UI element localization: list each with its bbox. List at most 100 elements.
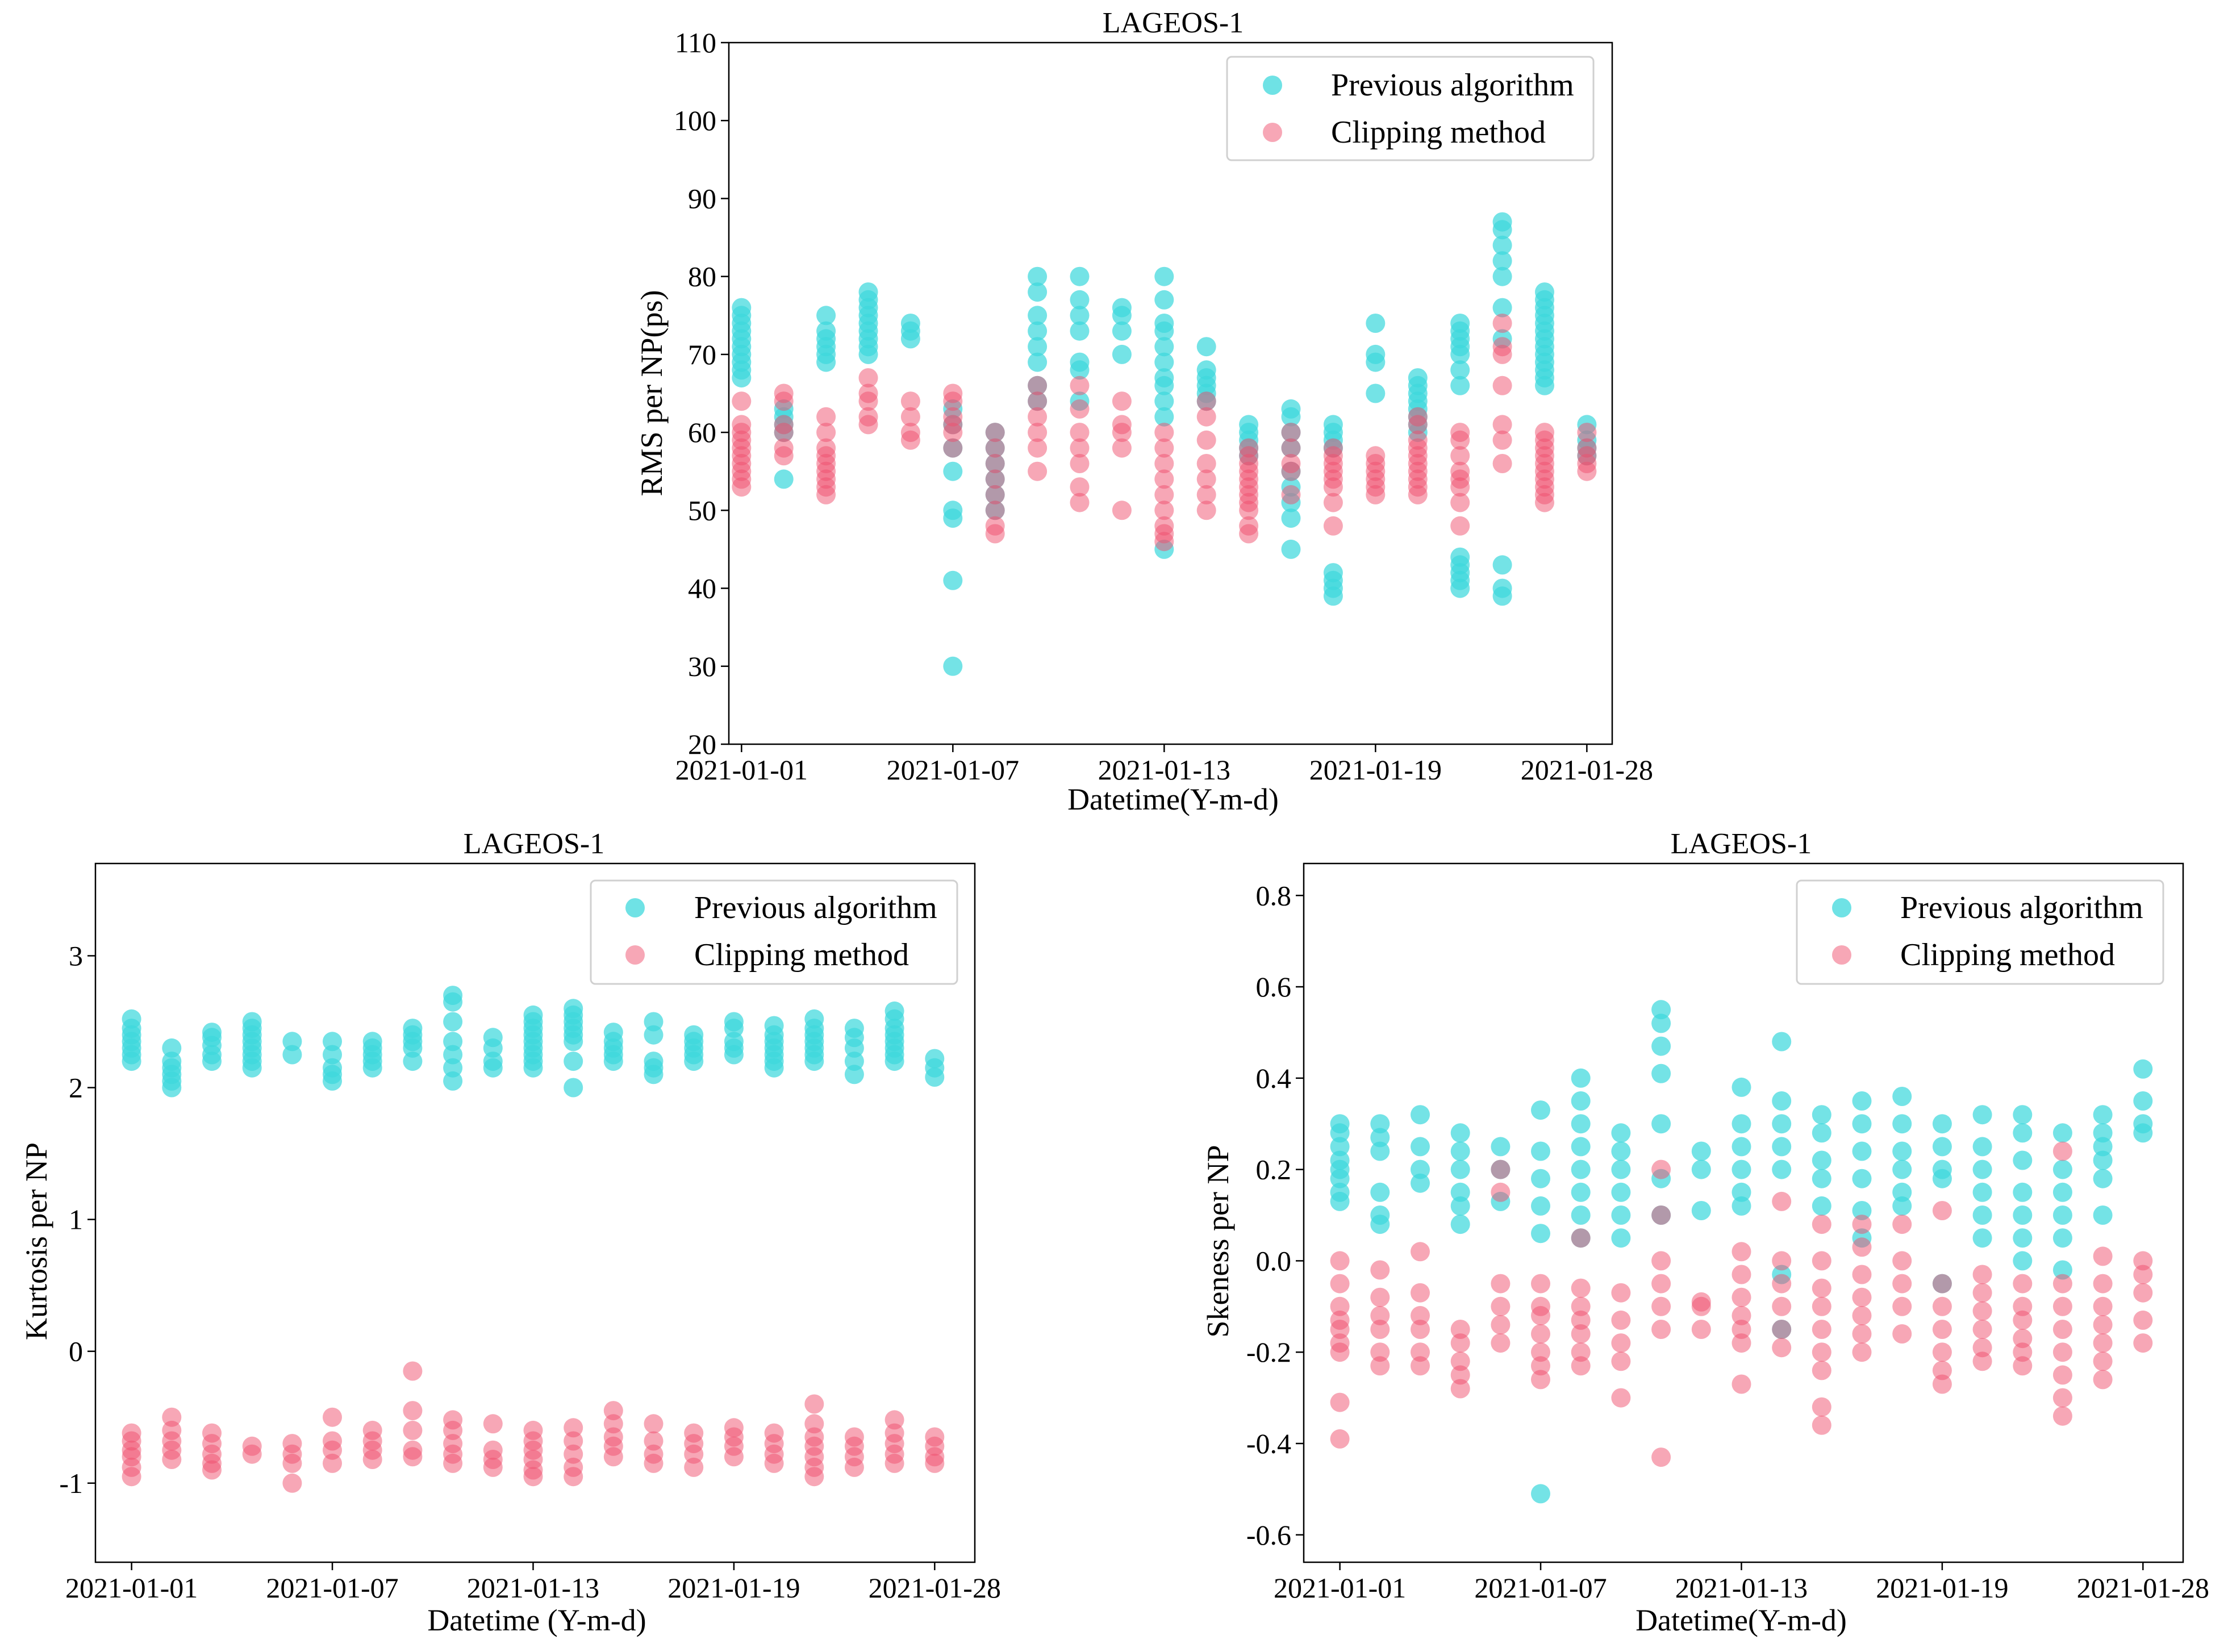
skewness-point-previous — [1531, 1141, 1550, 1161]
skewness-point-previous — [1611, 1182, 1631, 1202]
skewness-point-previous — [2013, 1228, 2033, 1248]
kurtosis-y-tick-label: -1 — [59, 1467, 83, 1499]
kurtosis-point-previous — [564, 1078, 583, 1098]
rms-point-clipping — [1028, 438, 1048, 458]
rms-point-clipping — [774, 391, 794, 411]
skewness-point-clipping — [1330, 1251, 1350, 1271]
skewness-point-previous — [2133, 1059, 2153, 1079]
skewness-point-previous — [1531, 1224, 1550, 1244]
kurtosis-point-previous — [724, 1045, 744, 1065]
skewness-point-clipping — [1491, 1296, 1511, 1316]
skewness-point-previous — [1852, 1141, 1872, 1161]
rms-point-previous — [1028, 306, 1048, 326]
skewness-point-previous — [1450, 1123, 1470, 1143]
kurtosis-y-tick-label: 0 — [69, 1336, 83, 1367]
kurtosis-point-clipping — [764, 1453, 784, 1473]
skewness-point-previous — [1611, 1205, 1631, 1225]
skewness-point-clipping — [1691, 1296, 1711, 1316]
rms-y-tick-label: 100 — [674, 105, 716, 136]
skewness-point-clipping — [1732, 1242, 1751, 1262]
kurtosis-point-clipping — [443, 1453, 463, 1473]
rms-point-previous — [1070, 321, 1090, 341]
rms-point-previous — [1492, 266, 1512, 286]
skewness-point-clipping — [2133, 1310, 2153, 1330]
kurtosis-point-previous — [564, 1032, 583, 1052]
rms-point-previous — [1154, 290, 1174, 310]
skewness-point-previous — [1411, 1173, 1430, 1193]
skewness-point-previous — [1611, 1141, 1631, 1161]
rms-point-clipping — [1154, 438, 1174, 458]
kurtosis-point-clipping — [483, 1457, 503, 1477]
rms-point-previous — [1492, 298, 1512, 318]
rms-point-clipping — [1028, 423, 1048, 443]
skewness-y-tick-label: 0.4 — [1256, 1062, 1292, 1094]
skewness-point-clipping — [1932, 1296, 1952, 1316]
skewness-point-clipping — [1330, 1342, 1350, 1362]
rms-point-clipping — [985, 438, 1005, 458]
skewness-point-previous — [1852, 1201, 1872, 1220]
rms-point-clipping — [1070, 493, 1090, 512]
skewness-point-previous — [1330, 1169, 1350, 1188]
kurtosis-point-clipping — [403, 1420, 423, 1440]
rms-point-previous — [1450, 360, 1470, 380]
rms-point-clipping — [1196, 391, 1216, 411]
rms-y-tick-label: 20 — [688, 728, 716, 760]
kurtosis-legend: Previous algorithm Clipping method — [590, 879, 958, 985]
skewness-y-tick-label: -0.2 — [1246, 1336, 1291, 1368]
kurtosis-plot-frame — [94, 862, 976, 1563]
skewness-point-previous — [2052, 1260, 2072, 1280]
kurtosis-point-clipping — [323, 1453, 342, 1473]
rms-point-clipping — [1028, 376, 1048, 395]
skewness-point-previous — [1531, 1484, 1550, 1504]
skewness-point-clipping — [1812, 1361, 1831, 1380]
skewness-point-clipping — [1531, 1324, 1550, 1344]
skewness-point-previous — [1972, 1159, 1992, 1179]
kurtosis-x-tick-label: 2021-01-19 — [667, 1572, 800, 1604]
kurtosis-point-previous — [443, 1012, 463, 1032]
skewness-point-previous — [2133, 1091, 2153, 1111]
skewness-x-tick-label: 2021-01-19 — [1876, 1572, 2008, 1604]
rms-point-clipping — [1112, 423, 1132, 443]
skewness-point-clipping — [1892, 1251, 1912, 1271]
kurtosis-y-tick-label: 2 — [69, 1072, 83, 1104]
rms-point-clipping — [1450, 477, 1470, 497]
kurtosis-point-clipping — [804, 1394, 824, 1414]
rms-point-clipping — [1154, 423, 1174, 443]
skewness-point-previous — [1571, 1182, 1591, 1202]
skewness-point-previous — [1450, 1215, 1470, 1234]
rms-point-clipping — [1196, 454, 1216, 473]
skewness-point-clipping — [1812, 1278, 1831, 1298]
skewness-point-clipping — [1972, 1283, 1992, 1303]
kurtosis-point-previous — [644, 1025, 664, 1045]
rms-point-previous — [1492, 235, 1512, 255]
skewness-x-tick-label: 2021-01-01 — [1274, 1572, 1406, 1604]
rms-point-clipping — [1281, 438, 1301, 458]
skewness-point-clipping — [1812, 1415, 1831, 1435]
skewness-point-clipping — [1892, 1324, 1912, 1344]
rms-point-clipping — [943, 438, 963, 458]
rms-point-clipping — [1112, 500, 1132, 520]
skewness-point-clipping — [1972, 1351, 1992, 1371]
skewness-point-previous — [1370, 1215, 1390, 1234]
skewness-point-previous — [2093, 1169, 2113, 1188]
skewness-point-previous — [2093, 1137, 2113, 1157]
rms-point-clipping — [900, 430, 920, 450]
kurtosis-point-clipping — [603, 1447, 623, 1467]
rms-point-clipping — [985, 485, 1005, 504]
skewness-point-previous — [2052, 1228, 2072, 1248]
skewness-y-tick-label: -0.6 — [1246, 1519, 1291, 1551]
rms-point-clipping — [1196, 500, 1216, 520]
kurtosis-point-clipping — [523, 1467, 543, 1487]
rms-point-clipping — [1323, 516, 1343, 536]
rms-point-previous — [1450, 376, 1470, 395]
skewness-point-clipping — [1772, 1320, 1792, 1339]
skewness-point-clipping — [1732, 1320, 1751, 1339]
skewness-point-clipping — [1932, 1374, 1952, 1394]
skewness-point-clipping — [2133, 1251, 2153, 1271]
rms-legend-box — [1226, 56, 1595, 161]
skewness-point-previous — [1651, 1036, 1671, 1056]
skewness-legend: Previous algorithm Clipping method — [1796, 879, 2164, 985]
rms-point-previous — [1492, 220, 1512, 240]
rms-y-tick-label: 70 — [688, 339, 716, 370]
rms-point-clipping — [1535, 493, 1554, 512]
